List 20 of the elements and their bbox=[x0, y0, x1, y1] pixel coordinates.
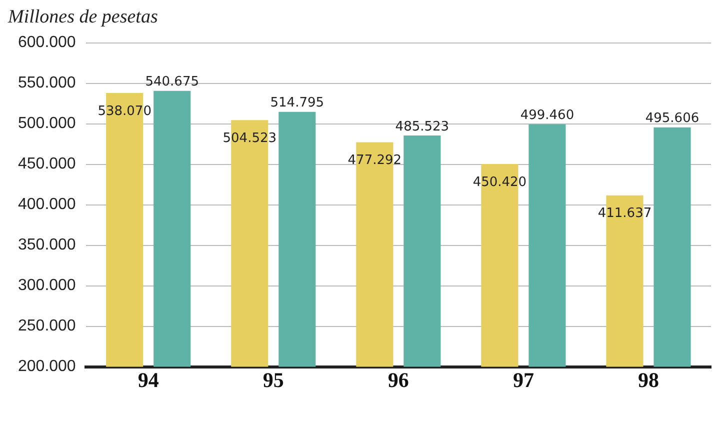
y-tick-label: 400.000 bbox=[18, 196, 76, 214]
y-tick-label: 300.000 bbox=[18, 277, 76, 294]
y-tick-label: 600.000 bbox=[18, 34, 76, 52]
x-tick-label: 94 bbox=[138, 368, 160, 392]
x-tick-label: 97 bbox=[512, 368, 534, 392]
y-tick-label: 200.000 bbox=[18, 358, 76, 376]
x-tick-label: 95 bbox=[262, 368, 284, 392]
data-label: 540.675 bbox=[145, 74, 199, 90]
data-label: 499.460 bbox=[520, 108, 574, 124]
data-label: 485.523 bbox=[395, 119, 450, 134]
data-label: 514.795 bbox=[270, 96, 324, 111]
data-label: 495.606 bbox=[645, 111, 700, 126]
chart-title: Millones de pesetas bbox=[7, 6, 158, 28]
x-tick-label: 96 bbox=[388, 368, 409, 392]
x-tick-label: 98 bbox=[638, 368, 659, 392]
y-tick-label: 450.000 bbox=[18, 156, 76, 173]
y-tick-label: 500.000 bbox=[18, 115, 76, 132]
y-tick-label: 350.000 bbox=[18, 236, 76, 254]
y-tick-label: 550.000 bbox=[18, 74, 76, 92]
y-tick-label: 250.000 bbox=[18, 318, 76, 335]
